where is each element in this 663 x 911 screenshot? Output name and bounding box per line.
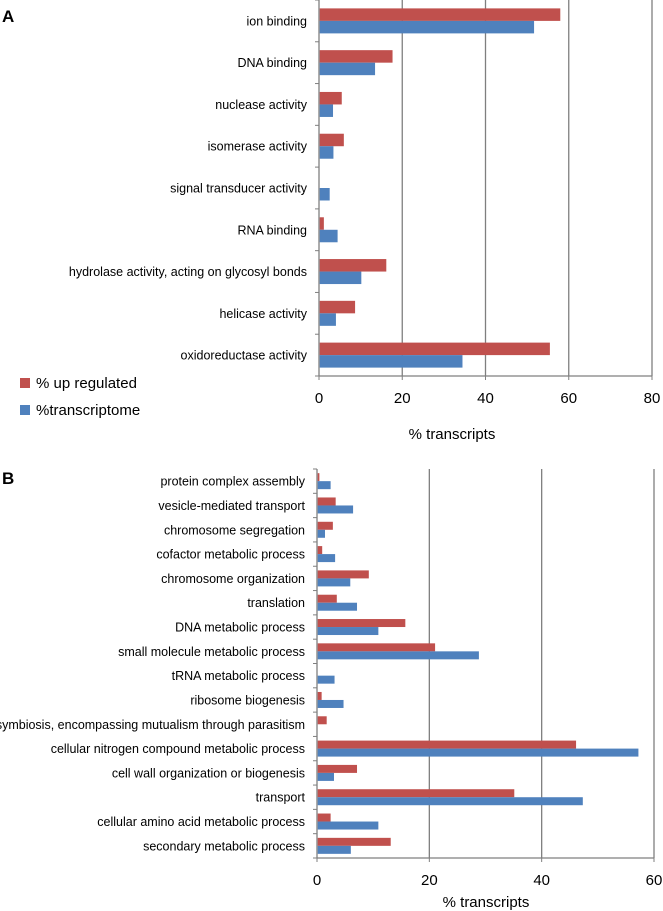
panel-a-bar-transcriptome-rna-binding [319,229,338,243]
panel-a-x-tick-label-20: 20 [394,390,411,407]
panel-b-bar-up-regulated-small-molecule-metabolic-process [317,643,436,652]
panel-a-bar-up-regulated-rna-binding [319,217,324,230]
panel-b-x-tick-label-20: 20 [421,872,438,889]
panel-b-category-label-cellular-nitrogen-compound-metabolic-process: cellular nitrogen compound metabolic pro… [51,742,305,756]
panel-b-x-axis-title: % transcripts [443,894,530,911]
panel-b-category-label-small-molecule-metabolic-process: small molecule metabolic process [118,645,305,659]
panel-b-category-label-chromosome-organization: chromosome organization [161,572,305,586]
panel-b-category-label-cellular-amino-acid-metabolic-process: cellular amino acid metabolic process [97,815,305,829]
panel-b-bar-transcriptome-chromosome-segregation [317,529,326,538]
panel-b-bar-up-regulated-chromosome-organization [317,570,369,579]
panel-b-bar-transcriptome-cofactor-metabolic-process [317,554,336,563]
panel-a-bar-transcriptome-oxidoreductase-activity [319,355,463,368]
panel-a-category-label-helicase-activity: helicase activity [219,307,307,321]
panel-b-category-label-symbiosis-encompassing-mutualism-through-parasitism: symbiosis, encompassing mutualism throug… [0,718,305,732]
panel-b-bar-transcriptome-cellular-amino-acid-metabolic-process [317,821,379,830]
panel-b-bar-transcriptome-protein-complex-assembly [317,481,331,490]
panel-b-bar-up-regulated-cofactor-metabolic-process [317,546,323,555]
panel-b-bar-up-regulated-protein-complex-assembly [317,473,320,482]
panel-a-bar-transcriptome-hydrolase-activity-acting-on-glycosyl-bonds [319,271,362,285]
panel-b-bar-transcriptome-dna-metabolic-process [317,627,379,636]
legend-label-transcriptome: %transcriptome [36,402,140,419]
panel-a-label: A [2,7,14,26]
panel-b-bar-up-regulated-transport [317,789,515,798]
panel-b-bar-transcriptome-small-molecule-metabolic-process [317,651,479,660]
panel-b-bar-up-regulated-dna-metabolic-process [317,619,406,628]
panel-a-bar-up-regulated-dna-binding [319,50,393,63]
panel-a-bar-transcriptome-ion-binding [319,20,535,34]
panel-a-category-label-nuclease-activity: nuclease activity [215,98,307,112]
legend-swatch-up-regulated [20,378,30,388]
panel-b-category-label-chromosome-segregation: chromosome segregation [164,523,305,537]
panel-b-category-label-trna-metabolic-process: tRNA metabolic process [172,669,305,683]
panel-a-bar-up-regulated-ion-binding [319,8,561,21]
panel-a-x-axis-title: % transcripts [409,426,496,443]
panel-b-bar-transcriptome-cell-wall-organization-or-biogenesis [317,772,334,781]
panel-b-category-label-translation: translation [247,596,305,610]
panel-a-bar-up-regulated-isomerase-activity [319,133,344,147]
panel-b-x-tick-label-0: 0 [313,872,321,889]
panel-b-bar-transcriptome-secondary-metabolic-process [317,845,351,854]
panel-b-bar-transcriptome-vesicle-mediated-transport [317,505,354,514]
panel-a-bar-transcriptome-nuclease-activity [319,104,334,117]
panel-a-bar-up-regulated-nuclease-activity [319,91,342,105]
legend-label-up-regulated: % up regulated [36,375,137,392]
panel-b-bar-transcriptome-ribosome-biogenesis [317,699,344,708]
panel-b-bar-up-regulated-vesicle-mediated-transport [317,497,336,506]
panel-b-category-label-secondary-metabolic-process: secondary metabolic process [143,839,305,853]
panel-b-category-label-protein-complex-assembly: protein complex assembly [160,475,305,489]
panel-a-bar-transcriptome-signal-transducer-activity [319,188,330,201]
panel-b-bar-transcriptome-trna-metabolic-process [317,675,335,684]
panel-b-label: B [2,469,14,488]
panel-a-category-label-isomerase-activity: isomerase activity [208,140,308,154]
panel-b-bar-up-regulated-symbiosis-encompassing-mutualism-through-parasitism [317,716,327,725]
panel-b-bar-up-regulated-cell-wall-organization-or-biogenesis [317,764,358,773]
panel-a-category-label-hydrolase-activity-acting-on-glycosyl-bonds: hydrolase activity, acting on glycosyl b… [69,265,307,279]
panel-a-category-label-signal-transducer-activity: signal transducer activity [170,182,308,196]
panel-a-category-label-rna-binding: RNA binding [238,223,308,237]
panel-a-x-tick-label-60: 60 [560,390,577,407]
panel-a-category-label-oxidoreductase-activity: oxidoreductase activity [181,349,308,363]
panel-a-bar-up-regulated-hydrolase-activity-acting-on-glycosyl-bonds [319,259,387,272]
panel-b-x-tick-label-60: 60 [646,872,663,889]
panel-a-category-label-dna-binding: DNA binding [238,56,308,70]
panel-b-category-label-vesicle-mediated-transport: vesicle-mediated transport [158,499,305,513]
panel-b-bar-up-regulated-chromosome-segregation [317,521,333,530]
panel-b-category-label-cell-wall-organization-or-biogenesis: cell wall organization or biogenesis [112,766,305,780]
panel-a-category-label-ion-binding: ion binding [247,14,308,28]
panel-b-category-label-dna-metabolic-process: DNA metabolic process [175,621,305,635]
panel-a-x-tick-label-80: 80 [644,390,661,407]
panel-a: A ion binding DNA binding nuclease activit… [2,0,660,443]
panel-b-bar-up-regulated-secondary-metabolic-process [317,837,391,846]
panel-b-bar-transcriptome-transport [317,797,583,806]
panel-b-category-label-ribosome-biogenesis: ribosome biogenesis [190,693,305,707]
panel-b-bar-transcriptome-chromosome-organization [317,578,351,587]
panel-a-bar-transcriptome-helicase-activity [319,313,336,326]
panel-b-bar-transcriptome-cellular-nitrogen-compound-metabolic-process [317,748,639,757]
legend-swatch-transcriptome [20,405,30,415]
panel-b-bar-up-regulated-cellular-amino-acid-metabolic-process [317,813,331,822]
panel-b-bar-up-regulated-translation [317,594,337,603]
panel-b-x-tick-label-40: 40 [533,872,550,889]
panel-b-category-label-transport: transport [256,791,306,805]
panel-b-bar-transcriptome-translation [317,602,358,611]
panel-b: B protein complex assembly vesicle-mediat… [0,468,663,911]
legend: % up regulated %transcriptome [20,375,140,419]
panel-b-bar-up-regulated-ribosome-biogenesis [317,691,322,700]
panel-a-bar-transcriptome-dna-binding [319,62,376,76]
panel-a-bar-transcriptome-isomerase-activity [319,146,334,159]
panel-b-category-label-cofactor-metabolic-process: cofactor metabolic process [156,548,305,562]
panel-a-bar-up-regulated-oxidoreductase-activity [319,342,550,356]
panel-a-x-tick-label-40: 40 [477,390,494,407]
panel-b-bar-up-regulated-cellular-nitrogen-compound-metabolic-process [317,740,577,749]
panel-a-bar-up-regulated-helicase-activity [319,300,356,314]
panel-a-x-tick-label-0: 0 [315,390,323,407]
